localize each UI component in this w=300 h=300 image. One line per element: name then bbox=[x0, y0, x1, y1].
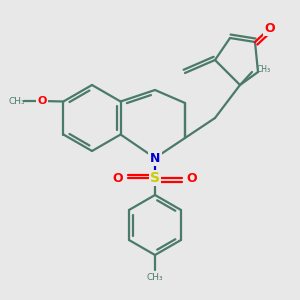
Text: CH₃: CH₃ bbox=[8, 97, 25, 106]
Text: N: N bbox=[150, 152, 160, 164]
Text: O: O bbox=[187, 172, 197, 184]
Text: O: O bbox=[113, 172, 123, 184]
Text: S: S bbox=[150, 171, 160, 185]
Text: CH₃: CH₃ bbox=[147, 274, 163, 283]
Text: O: O bbox=[265, 22, 275, 34]
Text: CH₃: CH₃ bbox=[257, 64, 271, 74]
Text: O: O bbox=[37, 96, 47, 106]
